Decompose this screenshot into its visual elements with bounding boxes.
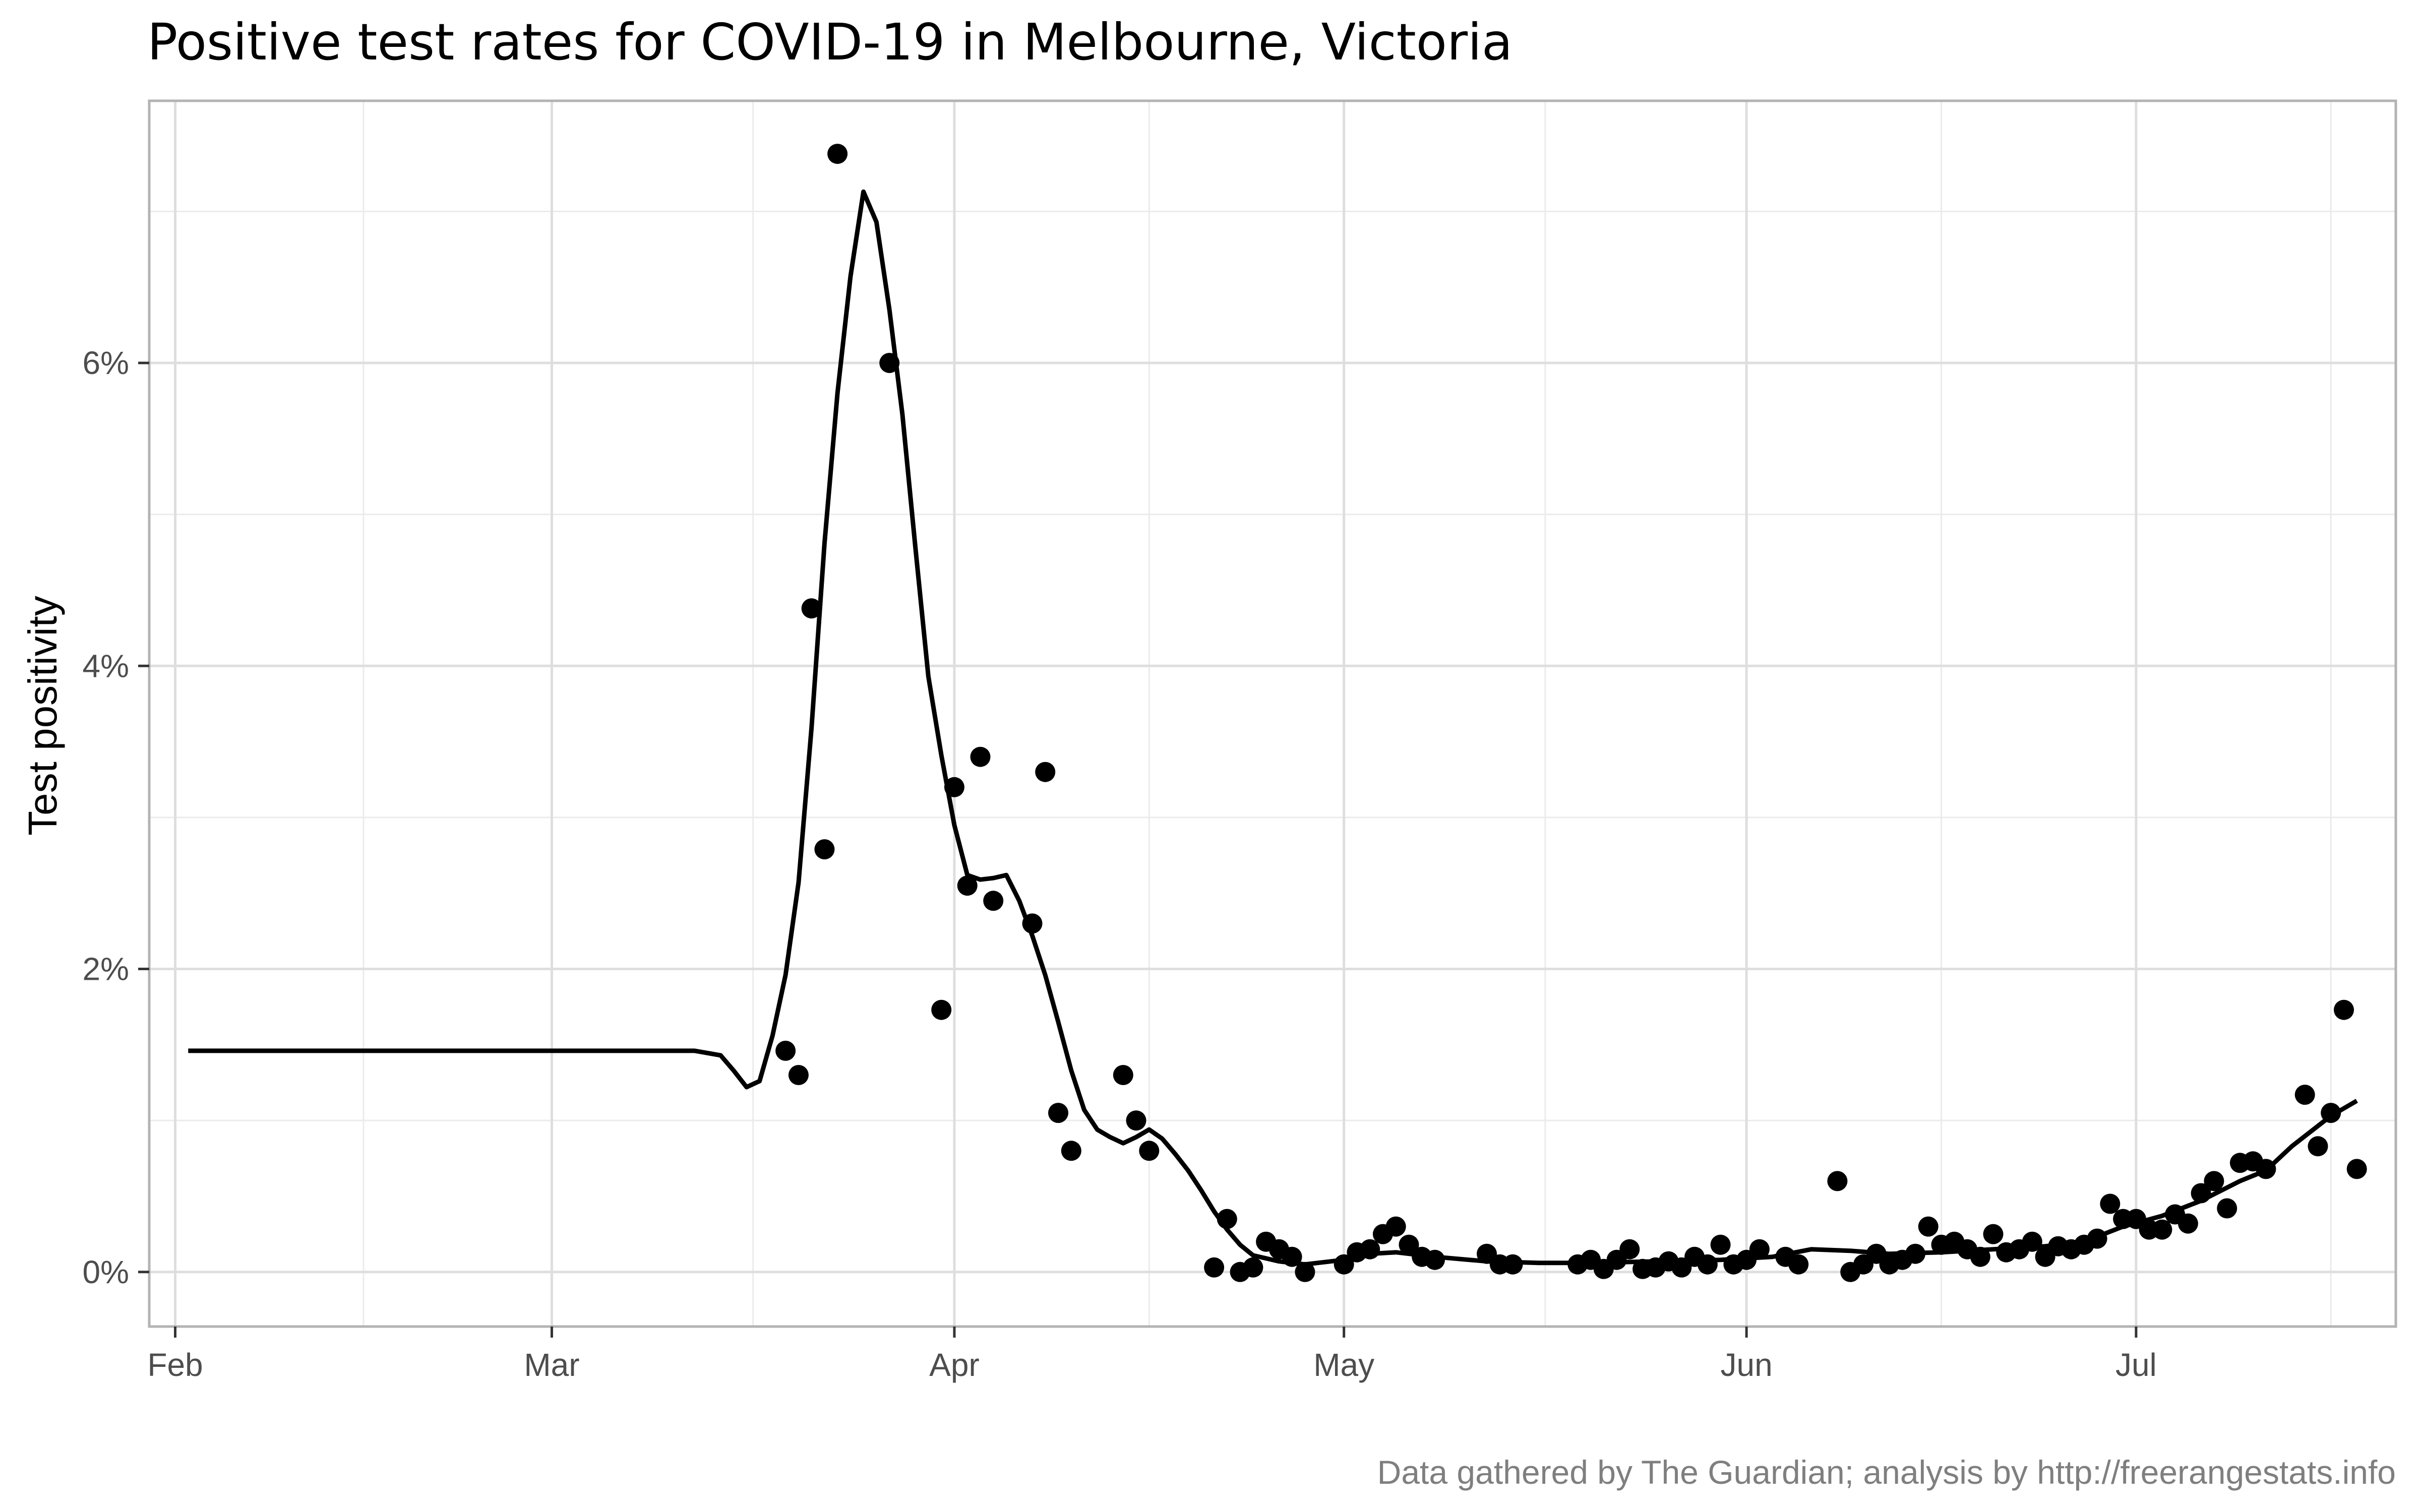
data-point — [2087, 1228, 2107, 1249]
axes: Feb Mar Apr May Jun Jul 0% 2% 4% 6% — [83, 345, 2157, 1383]
data-point — [2204, 1171, 2224, 1191]
data-point — [983, 891, 1004, 911]
y-axis-label: Test positivity — [20, 596, 65, 836]
data-point — [1502, 1254, 1523, 1275]
chart-caption: Data gathered by The Guardian; analysis … — [1377, 1454, 2396, 1491]
data-point — [801, 598, 822, 619]
data-point — [970, 746, 991, 767]
data-point — [1334, 1254, 1354, 1275]
plot-panel — [149, 101, 2396, 1327]
data-point — [1022, 913, 1043, 934]
data-point — [1710, 1234, 1731, 1255]
x-tick-label: Apr — [929, 1347, 980, 1383]
data-point — [1425, 1249, 1445, 1270]
x-tick-label: Feb — [147, 1347, 203, 1383]
data-point — [2022, 1231, 2042, 1252]
data-point — [1243, 1257, 1263, 1278]
data-point — [944, 777, 964, 797]
data-point — [1282, 1246, 1302, 1267]
data-point — [2321, 1103, 2341, 1123]
data-point — [1126, 1110, 1146, 1131]
data-point — [2256, 1159, 2276, 1179]
data-point — [1827, 1171, 1848, 1191]
x-tick-label: May — [1313, 1347, 1374, 1383]
data-point — [1399, 1234, 1419, 1255]
data-point — [1048, 1103, 1068, 1123]
data-points — [775, 144, 2367, 1282]
chart-title: Positive test rates for COVID-19 in Melb… — [147, 13, 1512, 72]
plot-border — [148, 99, 2397, 1328]
data-point — [1204, 1257, 1225, 1278]
y-tick-label: 2% — [83, 951, 130, 987]
data-point — [1360, 1239, 1380, 1259]
data-point — [1918, 1216, 1939, 1237]
data-point — [879, 353, 900, 373]
data-point — [1697, 1254, 1718, 1275]
data-point — [931, 999, 952, 1020]
data-point — [2177, 1213, 2198, 1234]
data-point — [1905, 1243, 1925, 1264]
data-point — [1788, 1254, 1809, 1275]
data-point — [1619, 1239, 1640, 1259]
data-point — [957, 875, 978, 896]
y-tick-label: 6% — [83, 345, 130, 381]
data-point — [2334, 999, 2354, 1020]
data-point — [2294, 1085, 2315, 1105]
data-point — [775, 1040, 796, 1061]
x-tick-label: Jul — [2115, 1347, 2157, 1383]
data-point — [2308, 1136, 2328, 1157]
data-point — [827, 144, 848, 164]
data-point — [1970, 1246, 1990, 1267]
data-point — [1983, 1224, 2004, 1244]
data-point — [1385, 1216, 1406, 1237]
x-tick-label: Mar — [524, 1347, 579, 1383]
grid-lines — [149, 101, 2396, 1327]
data-point — [788, 1065, 809, 1085]
data-point — [1035, 762, 1056, 782]
data-point — [1139, 1141, 1160, 1161]
y-tick-label: 0% — [83, 1254, 130, 1290]
data-point — [2152, 1219, 2172, 1240]
data-point — [2191, 1183, 2211, 1204]
data-point — [1295, 1262, 1315, 1282]
data-point — [2346, 1159, 2367, 1179]
data-point — [814, 839, 835, 860]
x-tick-label: Jun — [1721, 1347, 1773, 1383]
data-point — [1217, 1209, 1237, 1229]
data-point — [2100, 1193, 2121, 1214]
data-point — [1749, 1239, 1770, 1259]
data-point — [2217, 1198, 2237, 1219]
data-point — [1113, 1065, 1133, 1085]
data-point — [1061, 1141, 1081, 1161]
y-tick-label: 4% — [83, 648, 130, 684]
